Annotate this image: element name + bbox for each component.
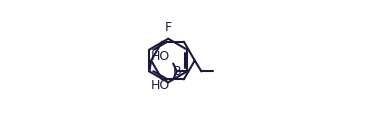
Text: HO: HO bbox=[151, 50, 170, 63]
Text: HO: HO bbox=[151, 79, 170, 92]
Text: B: B bbox=[173, 65, 181, 78]
Text: F: F bbox=[165, 21, 172, 34]
